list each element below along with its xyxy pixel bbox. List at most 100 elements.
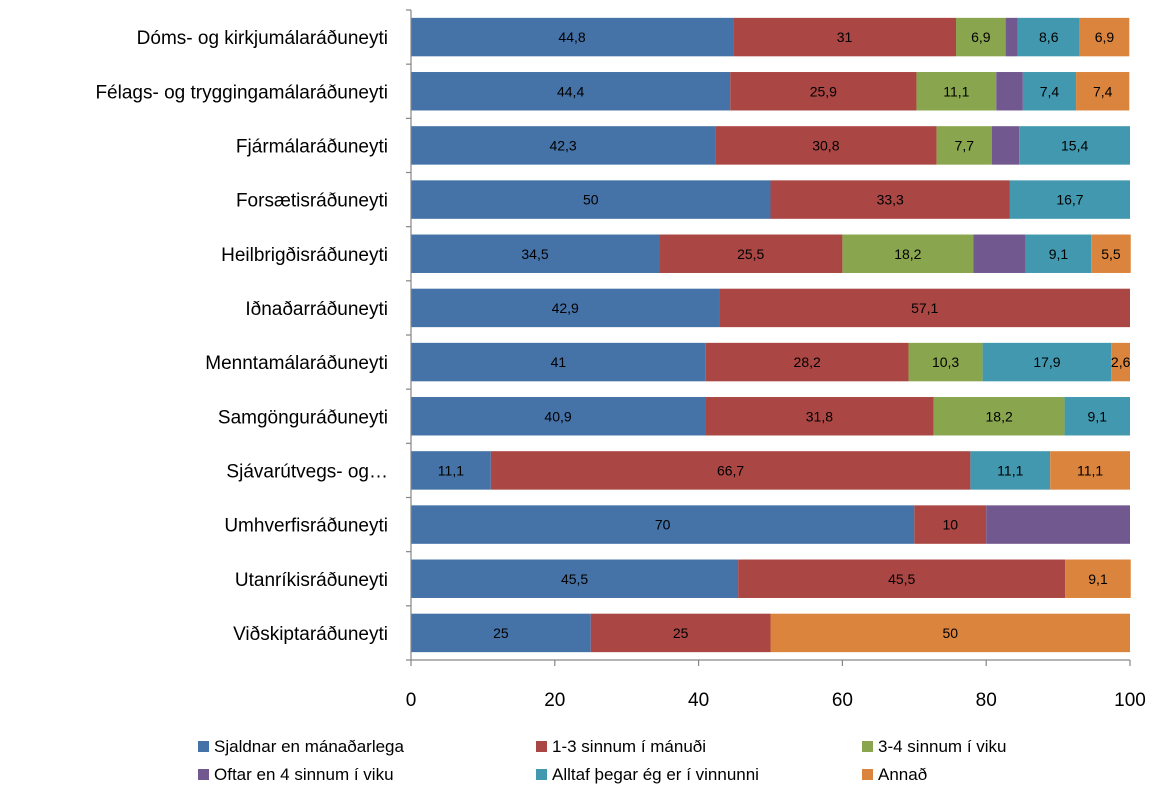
data-label: 50 xyxy=(942,625,958,641)
bar-heilbrig-isra-uneyti-anna xyxy=(1091,234,1131,273)
x-tick-label: 20 xyxy=(544,690,565,711)
bar-fors-tisra-uneyti-sjaldnar-en-mana-arlega xyxy=(411,180,771,219)
bar-fjarmalara-uneyti-1-3-sinnum-i-manu-i xyxy=(715,126,937,165)
data-label: 5,5 xyxy=(1101,246,1121,262)
bar-samgongura-uneyti-1-3-sinnum-i-manu-i xyxy=(705,397,934,436)
data-label: 25,9 xyxy=(810,83,837,99)
data-label: 25 xyxy=(673,625,689,641)
x-tick-label: 80 xyxy=(976,690,997,711)
data-label: 16,7 xyxy=(1056,192,1083,208)
legend-swatch xyxy=(536,741,547,752)
category-label: Samgönguráðuneyti xyxy=(218,407,388,428)
axes-layer: Dóms- og kirkjumálaráðuneyti Félags- og t… xyxy=(95,9,1146,711)
category-label: Sjávarútvegs- og… xyxy=(226,461,388,482)
bar-menntamalara-uneyti-anna xyxy=(1111,342,1130,382)
data-label: 41 xyxy=(551,354,567,370)
legend-label: 3-4 sinnum í viku xyxy=(878,737,1007,756)
bar-umhverfisra-uneyti-1-3-sinnum-i-manu-i xyxy=(914,505,987,544)
data-label: 45,5 xyxy=(561,571,588,587)
bar-menntamalara-uneyti-alltaf-egar-eg-er-i-vinnunni xyxy=(982,342,1112,382)
bar-utanrikisra-uneyti-1-3-sinnum-i-manu-i xyxy=(738,559,1066,598)
bar-umhverfisra-uneyti-oftar-en-4-sinnum-i-viku xyxy=(986,505,1130,544)
data-label: 9,1 xyxy=(1088,408,1108,424)
bar-felags-og-tryggingamalara-uneyti-alltaf-egar-eg-er-i-vinnunni xyxy=(1022,72,1077,111)
data-label: 10 xyxy=(942,517,958,533)
data-label: 18,2 xyxy=(986,408,1013,424)
data-label: 45,5 xyxy=(888,571,915,587)
legend-label: Sjaldnar en mánaðarlega xyxy=(214,737,405,756)
data-label: 28,2 xyxy=(794,354,821,370)
bar-utanrikisra-uneyti-anna xyxy=(1065,559,1131,598)
category-label: Fjármálaráðuneyti xyxy=(236,136,388,157)
data-label: 44,4 xyxy=(557,83,584,99)
data-label: 6,9 xyxy=(1095,29,1115,45)
data-label: 31 xyxy=(837,29,853,45)
bar-sjavarutvegs-og-1-3-sinnum-i-manu-i xyxy=(490,451,971,490)
category-label: Viðskiptaráðuneyti xyxy=(233,624,388,645)
bar-felags-og-tryggingamalara-uneyti-anna xyxy=(1076,72,1130,111)
bar-fjarmalara-uneyti-3-4-sinnum-i-viku xyxy=(936,126,992,165)
category-label: Forsætisráðuneyti xyxy=(236,191,388,212)
bar-vi-skiptara-uneyti-sjaldnar-en-mana-arlega xyxy=(411,613,591,653)
data-label: 6,9 xyxy=(971,29,991,45)
bar-doms-og-kirkjumalara-uneyti-alltaf-egar-eg-er-i-vinnunni xyxy=(1017,17,1080,57)
bar-menntamalara-uneyti-sjaldnar-en-mana-arlega xyxy=(411,342,706,382)
data-label: 18,2 xyxy=(894,246,921,262)
bar-doms-og-kirkjumalara-uneyti-anna xyxy=(1079,17,1130,57)
bar-felags-og-tryggingamalara-uneyti-sjaldnar-en-mana-arlega xyxy=(411,72,731,111)
legend-label: 1-3 sinnum í mánuði xyxy=(552,737,706,756)
bar-fjarmalara-uneyti-sjaldnar-en-mana-arlega xyxy=(411,126,716,165)
x-tick-label: 40 xyxy=(688,690,709,711)
data-label: 42,9 xyxy=(552,300,579,316)
bar-fjarmalara-uneyti-alltaf-egar-eg-er-i-vinnunni xyxy=(1019,126,1130,165)
data-label: 11,1 xyxy=(997,462,1023,478)
data-label: 17,9 xyxy=(1033,354,1060,370)
category-label: Félags- og tryggingamálaráðuneyti xyxy=(95,82,388,103)
data-label: 11,1 xyxy=(943,83,969,99)
bar-heilbrig-isra-uneyti-1-3-sinnum-i-manu-i xyxy=(659,234,843,273)
legend-swatch xyxy=(862,741,873,752)
data-label: 42,3 xyxy=(549,137,576,153)
bar-felags-og-tryggingamalara-uneyti-oftar-en-4-sinnum-i-viku xyxy=(996,72,1023,111)
data-label: 70 xyxy=(655,517,671,533)
category-label: Iðnaðarráðuneyti xyxy=(245,299,388,320)
data-label: 9,1 xyxy=(1049,246,1069,262)
legend: Sjaldnar en mánaðarlega 1-3 sinnum í mánu… xyxy=(198,737,1007,784)
legend-swatch xyxy=(862,769,873,780)
bar-doms-og-kirkjumalara-uneyti-1-3-sinnum-i-manu-i xyxy=(733,17,957,57)
data-label: 30,8 xyxy=(812,137,839,153)
data-label: 25 xyxy=(493,625,509,641)
data-label: 7,4 xyxy=(1093,83,1113,99)
bar-menntamalara-uneyti-3-4-sinnum-i-viku xyxy=(908,342,983,382)
bar-vi-skiptara-uneyti-1-3-sinnum-i-manu-i xyxy=(590,613,771,653)
data-label: 9,1 xyxy=(1088,571,1108,587)
legend-label: Alltaf þegar ég er í vinnunni xyxy=(552,765,759,784)
legend-label: Oftar en 4 sinnum í viku xyxy=(214,765,394,784)
category-label: Heilbrigðisráðuneyti xyxy=(221,245,388,266)
bar-sjavarutvegs-og-anna xyxy=(1050,451,1130,490)
legend-swatch xyxy=(536,769,547,780)
data-label: 31,8 xyxy=(806,408,833,424)
category-label: Menntamálaráðuneyti xyxy=(205,353,388,374)
data-label: 34,5 xyxy=(521,246,548,262)
bar-doms-og-kirkjumalara-uneyti-sjaldnar-en-mana-arlega xyxy=(411,17,734,57)
category-label: Utanríkisráðuneyti xyxy=(235,570,388,591)
x-tick-label: 60 xyxy=(832,690,853,711)
category-label: Umhverfisráðuneyti xyxy=(224,516,388,537)
legend-swatch xyxy=(198,769,209,780)
x-tick-label: 0 xyxy=(406,690,417,711)
data-label: 11,1 xyxy=(438,462,464,478)
bar-sjavarutvegs-og-sjaldnar-en-mana-arlega xyxy=(411,451,491,490)
bar-heilbrig-isra-uneyti-3-4-sinnum-i-viku xyxy=(842,234,974,273)
legend-swatch xyxy=(198,741,209,752)
data-label: 7,7 xyxy=(955,137,975,153)
bar-doms-og-kirkjumalara-uneyti-oftar-en-4-sinnum-i-viku xyxy=(1005,17,1018,57)
x-tick-label: 100 xyxy=(1114,690,1146,711)
bar-menntamalara-uneyti-1-3-sinnum-i-manu-i xyxy=(705,342,909,382)
data-label: 33,3 xyxy=(877,192,904,208)
bar-i-na-arra-uneyti-1-3-sinnum-i-manu-i xyxy=(719,288,1130,328)
bar-felags-og-tryggingamalara-uneyti-1-3-sinnum-i-manu-i xyxy=(730,72,917,111)
data-label: 44,8 xyxy=(558,29,585,45)
bar-samgongura-uneyti-alltaf-egar-eg-er-i-vinnunni xyxy=(1064,397,1130,436)
